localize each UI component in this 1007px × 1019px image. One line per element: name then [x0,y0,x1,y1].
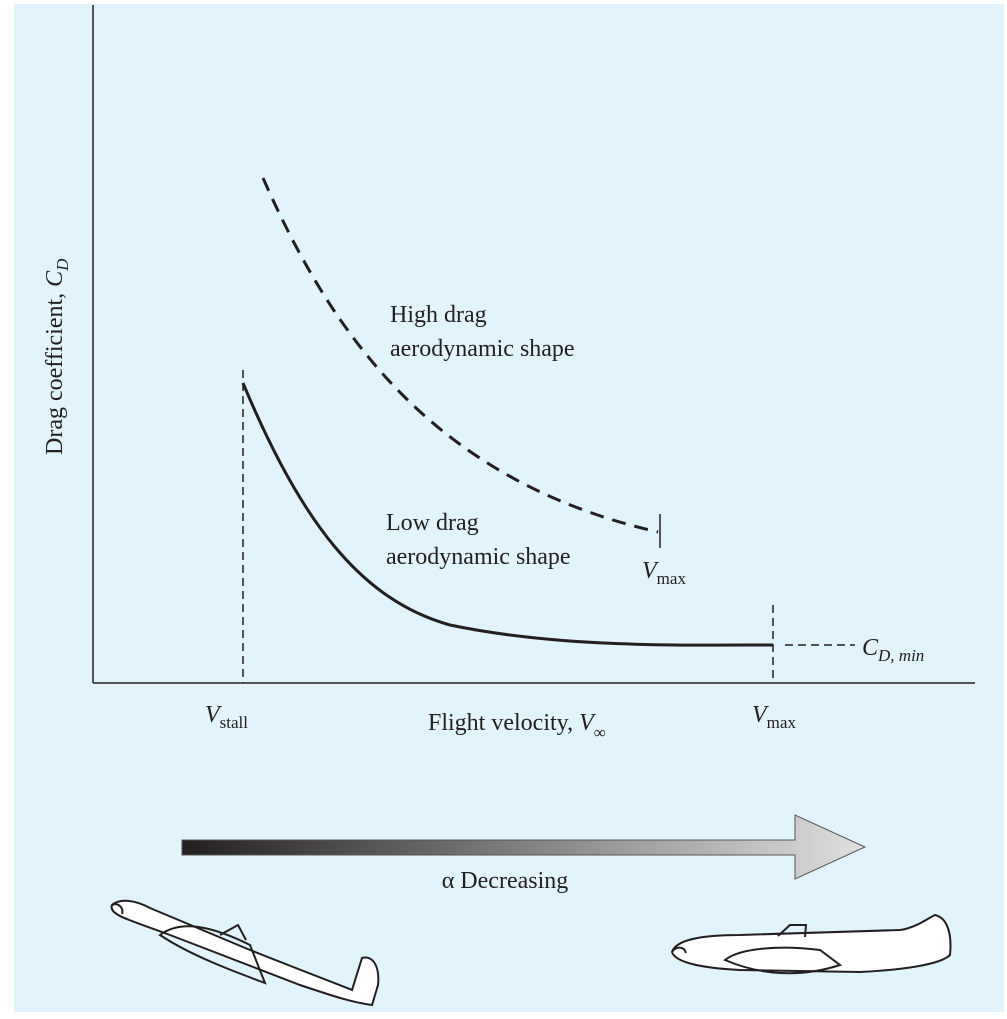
high-drag-curve [261,177,659,534]
v-stall-label: Vstall [205,702,248,732]
x-axis-label: Flight velocity, V∞ [428,710,606,742]
airplane-nose-up [110,899,380,1007]
cd-min-label: CD, min [862,635,924,665]
curve-label: aerodynamic shape [386,544,571,570]
curve-label: Low drag [386,510,479,536]
airplane-level [670,913,952,975]
curve-label: aerodynamic shape [390,336,575,362]
background [14,4,1004,1012]
v-max-label: Vmax [752,702,796,732]
arrow-label: α Decreasing [442,868,569,894]
arrow [181,814,867,880]
y-axis-label: Drag coefficient, CD [42,258,72,455]
axes [92,5,975,684]
guide-lines [242,370,855,683]
v-max-label: Vmax [642,558,686,588]
low-drag-curve [241,382,774,647]
curve-label: High drag [390,302,487,328]
